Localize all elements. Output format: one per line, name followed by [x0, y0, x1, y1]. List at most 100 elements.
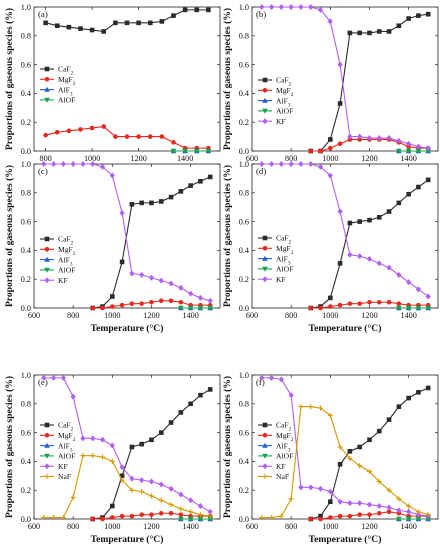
data-point [170, 148, 177, 154]
y-tick-label: 0.6 [21, 217, 31, 226]
data-point [406, 279, 412, 286]
data-point [317, 6, 324, 13]
x-tick-label: 800 [285, 522, 297, 531]
data-point [78, 26, 83, 31]
data-point [337, 302, 343, 308]
data-point [60, 374, 66, 381]
data-point [193, 148, 200, 154]
data-point [376, 299, 382, 305]
data-point [149, 512, 154, 517]
data-point [207, 508, 213, 515]
data-point [171, 140, 176, 145]
data-point [308, 161, 314, 167]
data-point [308, 4, 314, 10]
x-tick-label: 1400 [177, 154, 193, 163]
data-point [129, 513, 135, 519]
data-point [425, 145, 431, 152]
y-axis-label: Proportions of gaseous species (%) [4, 376, 15, 518]
legend-label: AlF3 [276, 441, 291, 453]
legend-marker [44, 86, 50, 92]
data-point [357, 133, 363, 140]
legend-marker [44, 97, 50, 103]
legend-marker [262, 255, 268, 261]
data-point [178, 516, 184, 522]
data-point [396, 305, 402, 311]
data-point [207, 305, 214, 311]
x-axis-label: Temperature (°C) [91, 534, 164, 545]
data-point [41, 514, 47, 521]
y-tick-label: 0.6 [239, 428, 249, 437]
data-point [268, 4, 275, 10]
data-point [357, 30, 362, 36]
plot-frame [251, 163, 439, 309]
data-point [259, 514, 265, 521]
data-point [148, 493, 155, 499]
x-tick-label: 1200 [130, 154, 146, 163]
x-axis-label: Temperature (°C) [309, 534, 382, 545]
data-point [415, 511, 422, 518]
x-axis-label: Temperature (°C) [91, 323, 164, 334]
data-point [425, 385, 431, 391]
x-tick-label: 600 [28, 311, 40, 320]
data-point [416, 184, 421, 190]
data-point [386, 504, 392, 511]
data-point [43, 20, 48, 26]
data-point [376, 260, 382, 267]
legend-marker [262, 266, 268, 272]
data-point [318, 305, 323, 311]
legend-marker [262, 473, 268, 480]
data-point [425, 148, 432, 154]
data-point [182, 7, 188, 13]
legend-marker [44, 453, 50, 459]
legend-label: NaF [58, 472, 71, 481]
legend-marker [262, 246, 268, 251]
data-point [54, 23, 60, 29]
data-point [194, 7, 200, 13]
y-tick-label: 0.0 [21, 304, 31, 313]
data-point [415, 516, 422, 522]
y-tick-label: 1.0 [239, 3, 249, 12]
data-point [308, 305, 314, 311]
y-tick-label: 0.4 [239, 457, 249, 466]
data-point [288, 161, 294, 167]
data-point [90, 161, 96, 167]
data-point [347, 455, 353, 462]
data-point [328, 137, 333, 142]
data-point [158, 481, 164, 488]
legend-label: AlOF [58, 96, 75, 105]
y-axis-label: Proportions of gaseous species (%) [4, 165, 15, 307]
y-tick-label: 0.8 [21, 189, 31, 198]
data-point [328, 295, 333, 301]
y-tick-label: 0.2 [239, 275, 249, 284]
data-point [198, 392, 203, 398]
data-point [376, 29, 382, 34]
x-tick-label: 1000 [322, 522, 338, 531]
data-point [188, 401, 193, 407]
data-point [298, 404, 304, 410]
y-tick-label: 0.4 [239, 246, 249, 255]
data-point [197, 305, 204, 311]
legend-marker [44, 463, 50, 470]
data-point [119, 302, 125, 308]
data-point [99, 163, 106, 170]
panel-label: (f) [256, 377, 265, 387]
data-point [318, 513, 323, 519]
series-kf [41, 161, 213, 304]
y-tick-label: 0.4 [21, 89, 31, 98]
data-point [406, 191, 411, 197]
data-point [147, 134, 153, 139]
data-point [308, 484, 314, 491]
data-point [149, 299, 154, 305]
data-point [268, 161, 275, 167]
x-tick-label: 1000 [322, 311, 338, 320]
data-point [376, 503, 382, 510]
x-tick-label: 600 [246, 522, 258, 531]
x-tick-label: 1200 [361, 154, 377, 163]
series-alof [178, 305, 214, 311]
data-point [139, 512, 144, 517]
data-point [136, 134, 141, 139]
x-tick-label: 1400 [182, 311, 198, 320]
chart-panel-2: 0.00.20.40.60.81.0600800100012001400Temp… [222, 3, 439, 177]
data-point [327, 412, 333, 418]
data-point [347, 133, 353, 140]
